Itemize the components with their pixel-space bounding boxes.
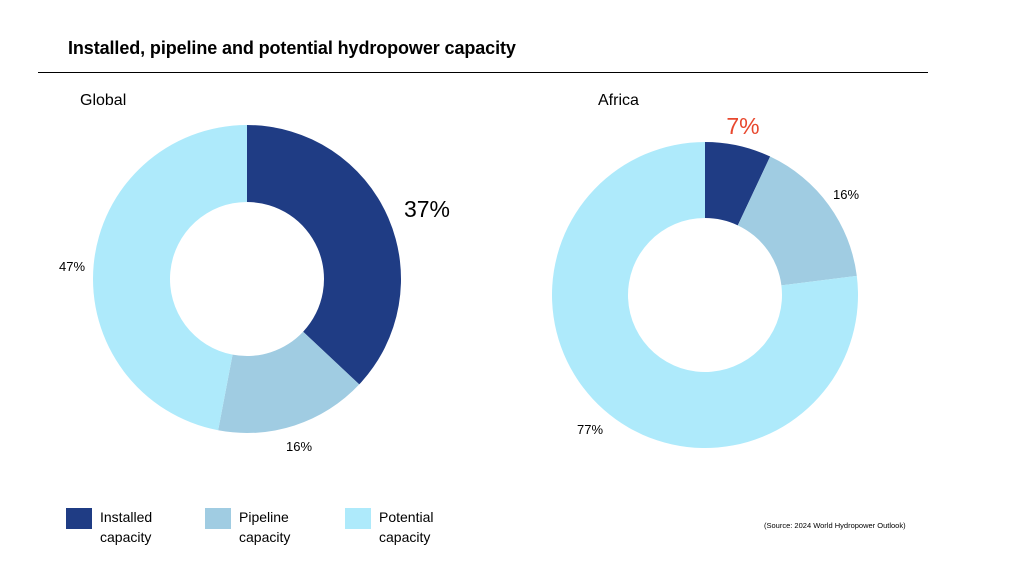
legend-item-pipeline: Pipeline capacity — [205, 507, 309, 547]
donut-africa-label-installed: 7% — [726, 113, 759, 139]
donut-africa-label-pipeline: 16% — [833, 187, 859, 202]
legend-label-potential: Potential capacity — [379, 509, 434, 545]
global-panel-title: Global — [80, 92, 127, 109]
legend-swatch-installed — [66, 508, 92, 529]
legend-label-installed: Installed capacity — [100, 509, 153, 545]
chart-title: Installed, pipeline and potential hydrop… — [68, 38, 516, 58]
donut-africa-slice-pipeline — [737, 156, 857, 286]
donut-global-label-potential: 47% — [59, 259, 85, 274]
legend-item-installed: Installed capacity — [66, 507, 170, 547]
donut-global-slice-potential — [92, 124, 247, 431]
donut-africa-slice-potential — [552, 142, 859, 448]
donut-global-label-installed: 37% — [404, 196, 450, 222]
legend-label-pipeline: Pipeline capacity — [239, 509, 291, 545]
legend-item-potential: Potential capacity — [345, 507, 449, 547]
donut-global-slice-installed — [247, 125, 401, 385]
title-divider — [38, 72, 928, 73]
donut-global-label-pipeline: 16% — [286, 439, 312, 454]
global-donut: 37% 16% 47% — [59, 124, 450, 454]
source-note: (Source: 2024 World Hydropower Outlook) — [764, 521, 906, 530]
africa-donut: 7% 16% 77% — [552, 113, 859, 448]
legend-swatch-pipeline — [205, 508, 231, 529]
africa-panel-title: Africa — [598, 92, 639, 109]
donut-africa-slice-installed — [705, 142, 771, 226]
legend-swatch-potential — [345, 508, 371, 529]
donut-global-slice-pipeline — [218, 331, 360, 433]
donut-africa-label-potential: 77% — [577, 422, 603, 437]
